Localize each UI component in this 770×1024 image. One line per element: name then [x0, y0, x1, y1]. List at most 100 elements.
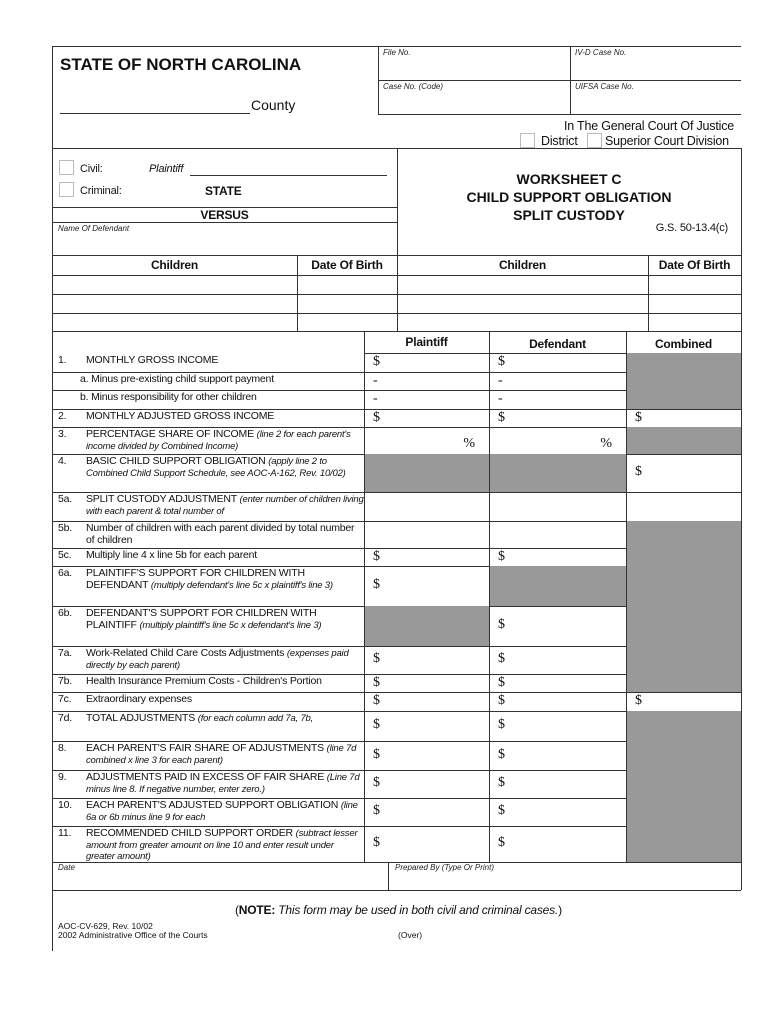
defendant-cell[interactable]: $ — [489, 798, 627, 827]
dollar-sign: $ — [498, 717, 505, 732]
child-name-input[interactable] — [398, 314, 647, 330]
row-title: TOTAL ADJUSTMENTS — [86, 712, 196, 724]
note-bold: NOTE: — [238, 903, 276, 917]
child-name-input[interactable] — [398, 276, 647, 293]
combined-cell[interactable]: $ — [626, 454, 742, 493]
dollar-sign: $ — [373, 410, 380, 425]
defendant-cell[interactable]: $ — [489, 692, 627, 712]
row-label: 5c. Multiply line 4 x line 5b for each pa… — [52, 548, 364, 566]
prepared-by-field[interactable]: Prepared By (Type Or Print) — [395, 863, 494, 872]
plaintiff-cell[interactable]: $ — [364, 353, 490, 373]
minus-sign: - — [373, 391, 378, 406]
dob-input[interactable] — [298, 314, 396, 330]
county-label: County — [251, 97, 296, 113]
row-title: Multiply line 4 x line 5b for each paren… — [86, 549, 257, 561]
plaintiff-name-line[interactable] — [190, 175, 387, 176]
defendant-cell[interactable]: $ — [489, 646, 627, 675]
uifsa-case-no-field[interactable]: UIFSA Case No. — [575, 82, 634, 91]
worksheet-row: 7c. Extraordinary expenses $ $ $ — [52, 692, 742, 712]
defendant-cell[interactable]: $ — [489, 770, 627, 799]
defendant-cell[interactable]: $ — [489, 741, 627, 771]
row-label: 6a. PLAINTIFF'S SUPPORT FOR CHILDREN WITH… — [52, 566, 364, 606]
row-text: SPLIT CUSTODY ADJUSTMENT (enter number o… — [86, 493, 364, 517]
defendant-name-field[interactable]: Name Of Defendant — [58, 224, 130, 233]
defendant-cell[interactable]: - — [489, 390, 627, 410]
dollar-sign: $ — [373, 746, 380, 762]
county-line[interactable] — [60, 113, 250, 114]
left-border — [52, 46, 53, 951]
combined-cell[interactable]: $ — [626, 692, 742, 712]
district-checkbox[interactable] — [520, 133, 535, 148]
plaintiff-cell[interactable]: - — [364, 390, 490, 410]
combined-cell — [626, 770, 742, 799]
child-name-input[interactable] — [53, 276, 296, 293]
worksheet-row: 8. EACH PARENT'S FAIR SHARE OF ADJUSTMENT… — [52, 741, 742, 771]
defendant-cell[interactable]: $ — [489, 409, 627, 428]
defendant-cell[interactable]: $ — [489, 674, 627, 693]
defendant-cell[interactable]: $ — [489, 353, 627, 373]
plaintiff-cell[interactable]: $ — [364, 826, 490, 863]
copyright: 2002 Administrative Office of the Courts — [58, 930, 208, 940]
defendant-cell[interactable] — [489, 492, 627, 522]
row-number: 9. — [58, 771, 67, 783]
plaintiff-cell[interactable]: $ — [364, 646, 490, 675]
plaintiff-cell[interactable] — [364, 492, 490, 522]
row-number: 7c. — [58, 693, 72, 705]
defendant-cell[interactable] — [489, 521, 627, 549]
row-note: (multiply defendant's line 5c x plaintif… — [150, 579, 333, 591]
combined-cell[interactable]: $ — [626, 409, 742, 428]
file-no-field[interactable]: File No. — [383, 48, 411, 57]
plaintiff-cell[interactable]: $ — [364, 674, 490, 693]
child-name-input[interactable] — [398, 295, 647, 312]
ivd-case-no-field[interactable]: IV-D Case No. — [575, 48, 627, 57]
child-name-input[interactable] — [53, 295, 296, 312]
plaintiff-cell[interactable] — [364, 521, 490, 549]
dollar-sign: $ — [498, 835, 505, 850]
title-line-2: CHILD SUPPORT OBLIGATION — [466, 189, 672, 205]
defendant-cell[interactable]: % — [489, 427, 627, 455]
plaintiff-cell[interactable]: - — [364, 372, 490, 391]
worksheet-row: 11. RECOMMENDED CHILD SUPPORT ORDER (subt… — [52, 826, 742, 863]
defendant-cell[interactable]: $ — [489, 606, 627, 647]
plaintiff-cell[interactable]: $ — [364, 798, 490, 827]
plaintiff-cell[interactable]: $ — [364, 711, 490, 742]
criminal-checkbox[interactable] — [59, 182, 74, 197]
defendant-cell[interactable]: $ — [489, 711, 627, 742]
defendant-cell[interactable]: $ — [489, 826, 627, 863]
row-text: PERCENTAGE SHARE OF INCOME (line 2 for e… — [86, 428, 364, 452]
dob-input[interactable] — [649, 314, 740, 330]
combined-cell[interactable] — [626, 492, 742, 522]
plaintiff-cell[interactable]: $ — [364, 770, 490, 799]
superior-checkbox[interactable] — [587, 133, 602, 148]
child-name-input[interactable] — [53, 314, 296, 330]
dollar-sign: $ — [373, 549, 380, 564]
column-header-cell — [364, 331, 490, 354]
row-text: Work-Related Child Care Costs Adjustment… — [86, 647, 364, 671]
plaintiff-cell[interactable]: $ — [364, 548, 490, 567]
dob-input[interactable] — [298, 276, 396, 293]
dob-input[interactable] — [649, 295, 740, 312]
plaintiff-cell[interactable]: % — [364, 427, 490, 455]
dob-input[interactable] — [298, 295, 396, 312]
date-field[interactable]: Date — [58, 863, 75, 872]
dob-input[interactable] — [649, 276, 740, 293]
row-label: 7c. Extraordinary expenses — [52, 692, 364, 711]
row-title: DEFENDANT'S SUPPORT FOR CHILDREN WITH PL… — [86, 607, 317, 631]
row-note: (expenses paid directly by each parent) — [86, 648, 349, 671]
dollar-sign: $ — [498, 675, 505, 690]
divider — [52, 255, 741, 256]
plaintiff-cell[interactable]: $ — [364, 566, 490, 607]
plaintiff-cell[interactable]: $ — [364, 409, 490, 428]
plaintiff-cell[interactable]: $ — [364, 692, 490, 712]
defendant-cell[interactable]: - — [489, 372, 627, 391]
defendant-cell[interactable]: $ — [489, 548, 627, 567]
plaintiff-cell[interactable]: $ — [364, 741, 490, 771]
row-title: PERCENTAGE SHARE OF INCOME — [86, 428, 254, 440]
combined-cell — [626, 674, 742, 693]
case-no-code-field[interactable]: Case No. (Code) — [383, 82, 444, 91]
combined-cell — [626, 427, 742, 455]
divider — [52, 148, 741, 149]
court-label: In The General Court Of Justice — [563, 119, 734, 133]
civil-checkbox[interactable] — [59, 160, 74, 175]
